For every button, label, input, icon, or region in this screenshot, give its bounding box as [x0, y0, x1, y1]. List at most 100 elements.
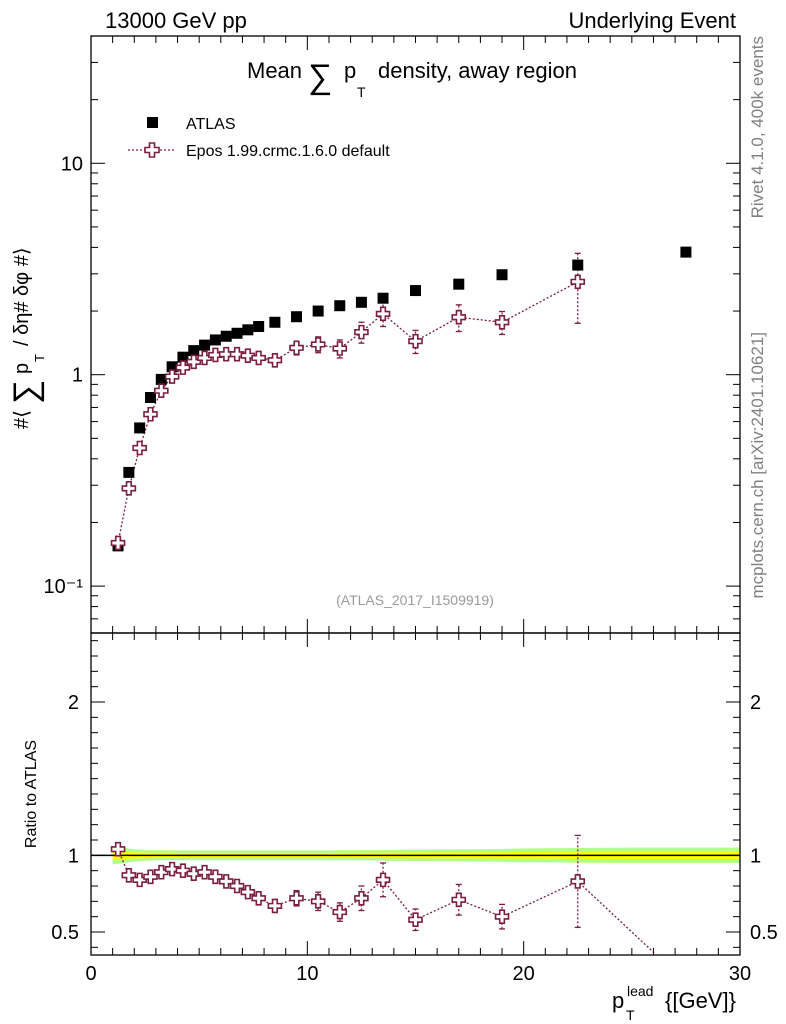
atlas-point	[209, 334, 221, 346]
atlas-point	[188, 345, 200, 357]
title-p: p	[344, 58, 356, 83]
title-sub: T	[357, 84, 366, 100]
ratio-point	[208, 869, 223, 885]
xlabel-post: {[GeV]}	[665, 988, 736, 1013]
ratio-point	[197, 864, 212, 880]
mc-point	[332, 341, 348, 356]
mc-point	[208, 347, 223, 363]
legend-atlas-marker	[147, 117, 158, 128]
mc-point	[267, 352, 283, 368]
atlas-point	[410, 285, 421, 297]
mc-point	[197, 350, 212, 366]
xlabel-sup: lead	[627, 983, 653, 999]
mc-point	[354, 324, 369, 340]
atlas-point	[496, 269, 508, 281]
mc-point	[570, 274, 586, 290]
mc-point	[175, 360, 191, 375]
ylabel-post: / δη# δφ #⟩	[11, 247, 33, 346]
ratio-y-tick-label-right: 1	[750, 845, 761, 867]
atlas-point	[177, 351, 189, 363]
ratio-point	[110, 841, 126, 857]
watermark: (ATLAS_2017_I1509919)	[336, 592, 494, 608]
mc-point	[251, 350, 266, 366]
x-tick-label: 0	[85, 963, 96, 985]
ylabel-sum: ∑	[7, 380, 45, 404]
mc-point	[310, 337, 326, 352]
atlas-point	[199, 339, 211, 351]
atlas-point	[334, 300, 346, 312]
mc-point	[186, 354, 202, 370]
ratio-point	[408, 912, 423, 928]
mc-point	[494, 314, 510, 330]
rivet-label: Rivet 4.1.0, 400k events	[748, 36, 767, 218]
ratio-point	[121, 867, 137, 883]
atlas-point	[134, 422, 146, 434]
ratio-point	[229, 878, 245, 894]
atlas-point	[377, 292, 389, 304]
ratio-y-tick-label-right: 2	[750, 692, 761, 714]
atlas-point	[144, 392, 156, 404]
atlas-point	[355, 296, 367, 308]
x-axis-label: p lead T {[GeV]}	[612, 983, 736, 1023]
mcplots-label: mcplots.cern.ch [arXiv:2401.10621]	[748, 332, 767, 598]
atlas-point	[231, 327, 243, 339]
mc-point	[121, 481, 137, 496]
atlas-point	[253, 321, 265, 333]
x-tick-label: 10	[296, 963, 318, 985]
ratio-y-tick-label-right: 0.5	[750, 922, 778, 944]
mc-point	[240, 348, 256, 363]
ratio-point	[218, 874, 234, 889]
atlas-point	[680, 246, 692, 258]
mc-point	[110, 535, 126, 551]
ratio-point	[186, 866, 202, 882]
atlas-point	[572, 259, 584, 271]
legend-mc-label: Epos 1.99.crmc.1.6.0 default	[186, 143, 390, 160]
ratio-y-tick-label: 0.5	[51, 922, 79, 944]
mc-point	[289, 340, 304, 356]
ratio-ticks: 0 10 20 30 0.5 0.5 1 1 2 2	[51, 633, 778, 985]
mc-point	[154, 383, 169, 398]
ylabel-sub: T	[32, 354, 47, 362]
y-tick-label: 10	[61, 153, 83, 175]
atlas-point	[312, 305, 324, 317]
ratio-point	[240, 884, 256, 900]
ratio-series-group	[110, 834, 658, 955]
ratio-frame	[90, 632, 741, 956]
ratio-point	[143, 869, 158, 885]
chart-title: Mean ∑ p T density, away region	[247, 58, 577, 102]
atlas-point	[155, 373, 167, 385]
atlas-point	[123, 466, 135, 478]
atlas-point	[242, 324, 254, 336]
mc-point	[451, 309, 467, 325]
mc-point	[408, 333, 423, 349]
ylabel-p: p	[11, 363, 33, 374]
ratio-point	[132, 872, 147, 888]
atlas-point	[220, 330, 232, 342]
ratio-y-tick-label: 2	[68, 692, 79, 714]
main-ticks: 10⁻¹ 1 10	[44, 35, 741, 634]
title-sum: ∑	[308, 58, 332, 96]
ratio-band	[91, 846, 741, 865]
header-right: Underlying Event	[568, 8, 736, 33]
ratio-point	[332, 904, 348, 920]
ratio-point	[154, 864, 169, 880]
ylabel-pre: #⟨	[11, 410, 33, 429]
x-tick-label: 20	[513, 963, 535, 985]
mc-point	[229, 346, 245, 362]
ratio-point	[267, 898, 283, 914]
mc-point	[375, 306, 391, 322]
xlabel-sub: T	[626, 1007, 635, 1023]
ratio-y-tick-label: 1	[68, 845, 79, 867]
y-tick-label: 10⁻¹	[44, 576, 84, 598]
mc-point	[132, 440, 147, 456]
header-left: 13000 GeV pp	[105, 8, 247, 33]
title-pre: Mean	[247, 58, 302, 83]
ratio-point	[375, 872, 391, 888]
ratio-series	[110, 834, 658, 955]
atlas-point	[166, 361, 178, 373]
main-series	[110, 246, 692, 552]
x-tick-label: 30	[729, 963, 751, 985]
ratio-point	[354, 890, 369, 906]
